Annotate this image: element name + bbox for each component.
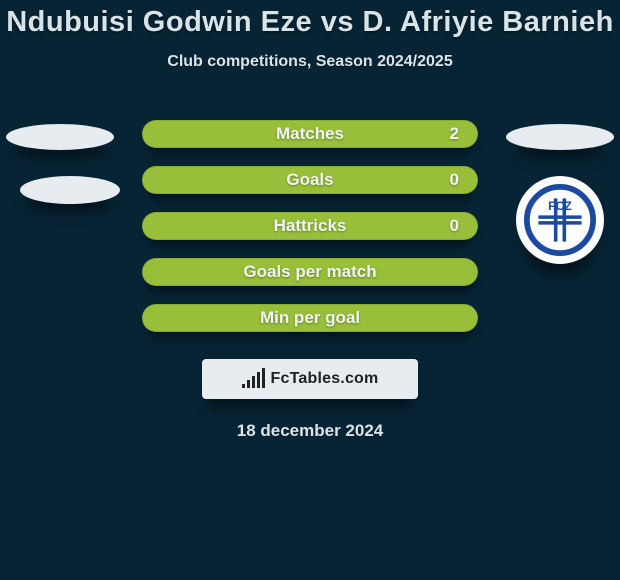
card-title: Ndubuisi Godwin Eze vs D. Afriyie Barnie… <box>0 0 620 39</box>
stat-value: 0 <box>450 170 459 190</box>
card-date: 18 december 2024 <box>0 421 620 441</box>
stat-label: Min per goal <box>143 308 477 328</box>
stat-row: Goals per match <box>0 249 620 295</box>
stat-row: Min per goal <box>0 295 620 341</box>
brand-box: FcTables.com <box>202 359 418 399</box>
stat-row: Matches2 <box>0 111 620 157</box>
stat-row: Hattricks0 <box>0 203 620 249</box>
stat-value: 0 <box>450 216 459 236</box>
stat-pill: Goals per match <box>142 258 478 286</box>
stat-pill: Hattricks0 <box>142 212 478 240</box>
stat-pill: Matches2 <box>142 120 478 148</box>
bar-chart-icon <box>242 370 265 388</box>
comparison-card: Ndubuisi Godwin Eze vs D. Afriyie Barnie… <box>0 0 620 580</box>
stat-label: Goals <box>143 170 477 190</box>
stat-label: Goals per match <box>143 262 477 282</box>
stat-label: Hattricks <box>143 216 477 236</box>
stat-pill: Min per goal <box>142 304 478 332</box>
stat-row: Goals0 <box>0 157 620 203</box>
stat-label: Matches <box>143 124 477 144</box>
card-subtitle: Club competitions, Season 2024/2025 <box>0 53 620 71</box>
stat-value: 2 <box>450 124 459 144</box>
stat-pill: Goals0 <box>142 166 478 194</box>
stats-rows: Matches2Goals0Hattricks0Goals per matchM… <box>0 111 620 341</box>
brand-text: FcTables.com <box>271 370 379 388</box>
